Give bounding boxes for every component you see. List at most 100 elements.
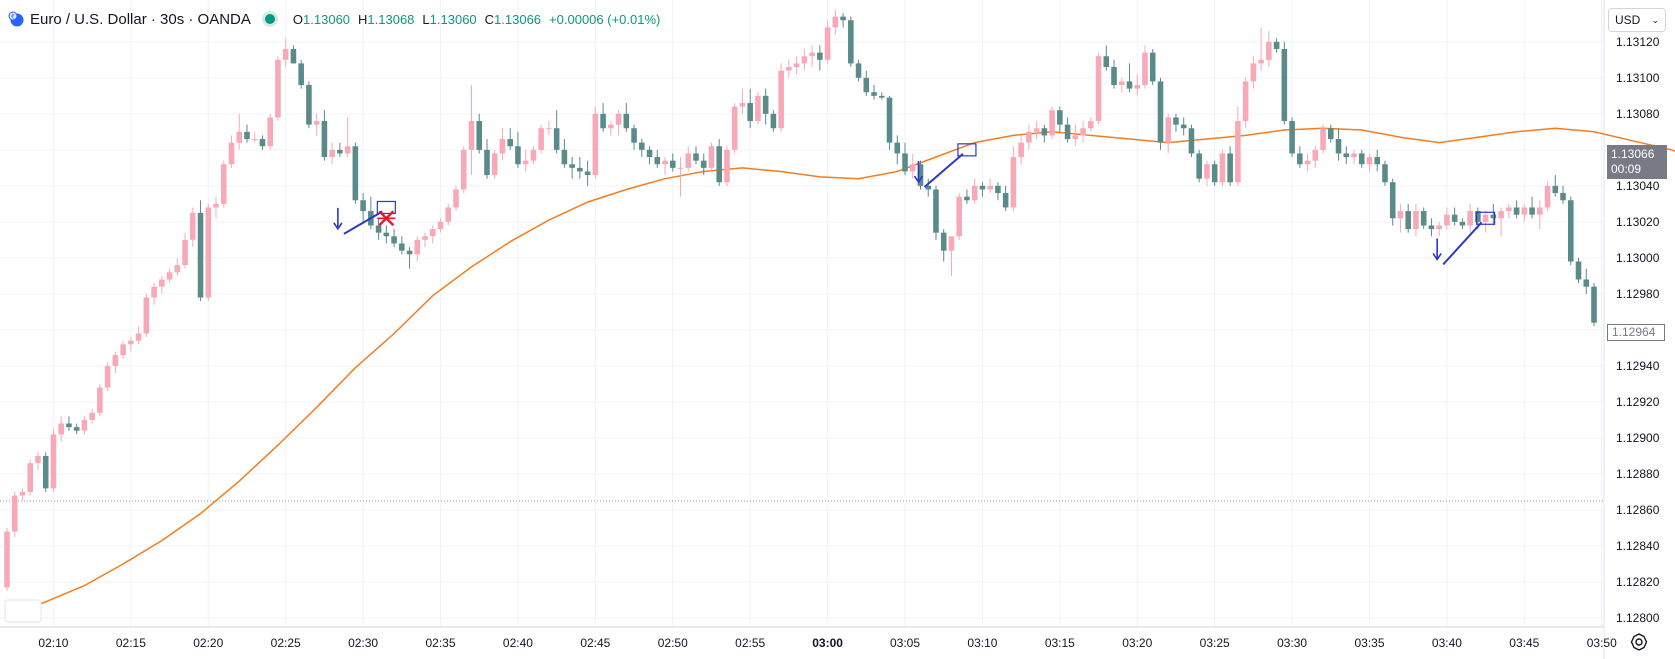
candle-up <box>1134 74 1141 96</box>
candle-up <box>608 121 614 136</box>
price-tick-label: 1.12980 <box>1616 287 1660 301</box>
candle-body <box>344 146 351 154</box>
candle-down <box>259 135 266 150</box>
candle-body <box>1196 153 1202 179</box>
candle-body <box>530 149 537 161</box>
candle-body <box>484 149 490 176</box>
candle-down <box>484 139 490 179</box>
candle-up <box>445 203 452 226</box>
candle-down <box>1188 124 1195 158</box>
candle-body <box>1459 221 1466 226</box>
candle-body <box>437 221 444 230</box>
candle-up <box>228 135 235 168</box>
chart-corner-widget[interactable] <box>4 599 42 623</box>
candle-body <box>677 167 684 169</box>
price-tick-label: 1.12940 <box>1616 359 1660 373</box>
candle-down <box>894 135 901 165</box>
candle-body <box>1451 214 1458 222</box>
candle-body <box>1544 185 1551 208</box>
price-tick-label: 1.13020 <box>1616 215 1660 229</box>
candle-down <box>1289 117 1295 158</box>
candle-body <box>1118 81 1125 86</box>
candle-down <box>1173 113 1179 132</box>
market-open-dot-icon <box>264 14 275 24</box>
time-tick-label: 03:50 <box>1587 636 1617 650</box>
candle-down <box>197 200 204 302</box>
candle-body <box>174 265 181 273</box>
candle-body <box>755 95 761 122</box>
currency-select[interactable]: USD ⌄ <box>1608 8 1666 32</box>
candle-body <box>1266 41 1272 60</box>
candle-up <box>313 113 320 136</box>
candle-body <box>19 491 26 496</box>
candle-body <box>1235 121 1241 183</box>
candle-body <box>89 412 95 420</box>
candle-body <box>1405 211 1411 230</box>
candle-body <box>1467 211 1473 226</box>
candle-up <box>135 326 142 345</box>
candle-up <box>662 157 668 176</box>
candle-down <box>1196 149 1202 183</box>
candle-body <box>182 239 188 266</box>
candle-up <box>35 452 41 471</box>
candle-up <box>832 9 839 35</box>
candle-down <box>73 423 80 435</box>
candle-body <box>1289 121 1295 154</box>
chart-settings-icon[interactable] <box>1629 632 1649 652</box>
candle-body <box>716 146 723 183</box>
candle-body <box>128 340 134 345</box>
candle-body <box>244 131 250 140</box>
candle-body <box>801 56 808 64</box>
time-tick-label: 03:30 <box>1277 636 1307 650</box>
candle-body <box>1537 207 1543 215</box>
candle-body <box>855 63 862 78</box>
candle-body <box>42 455 49 489</box>
candle-up <box>1482 211 1489 233</box>
candle-up <box>1088 117 1094 132</box>
candle-body <box>762 95 769 114</box>
candle-down <box>1064 117 1071 143</box>
candle-up <box>793 56 800 75</box>
candle-body <box>1281 49 1288 122</box>
candle-up <box>437 218 444 233</box>
candle-up <box>1235 106 1241 186</box>
candle-body <box>360 200 366 212</box>
candle-down <box>1211 160 1218 186</box>
candle-up <box>987 178 993 194</box>
candle-body <box>654 157 661 165</box>
time-tick-label: 02:25 <box>271 636 301 650</box>
candle-up <box>1444 207 1450 230</box>
time-tick-label: 02:50 <box>658 636 688 650</box>
candle-down <box>391 229 397 248</box>
signal-box <box>957 143 977 157</box>
candle-up <box>677 157 684 197</box>
candle-down <box>368 196 374 230</box>
candle-body <box>352 146 359 201</box>
currency-value: USD <box>1615 13 1641 27</box>
candle-down <box>1552 175 1559 197</box>
candle-body <box>399 243 405 251</box>
candle-body <box>228 142 235 165</box>
candle-down <box>747 88 753 129</box>
symbol-title[interactable]: Euro / U.S. Dollar · 30s · OANDA <box>30 10 251 28</box>
candle-down <box>770 110 777 132</box>
candle-body <box>1397 211 1404 219</box>
candle-up <box>236 113 243 150</box>
candle-body <box>1111 67 1117 86</box>
candle-down <box>66 416 72 431</box>
candle-body <box>577 167 583 172</box>
candle-body <box>259 139 266 147</box>
candle-down <box>1490 203 1497 226</box>
candle-down <box>507 128 513 150</box>
candle-down <box>321 110 328 161</box>
sell-signal <box>1432 211 1496 266</box>
time-tick-label: 02:30 <box>348 636 378 650</box>
candle-body <box>1072 135 1079 140</box>
candle-down <box>878 92 885 100</box>
candle-up <box>499 128 506 161</box>
candle-down <box>1405 203 1411 233</box>
time-tick-label: 02:15 <box>116 636 146 650</box>
candle-up <box>112 351 119 374</box>
candle-down <box>1389 178 1396 226</box>
